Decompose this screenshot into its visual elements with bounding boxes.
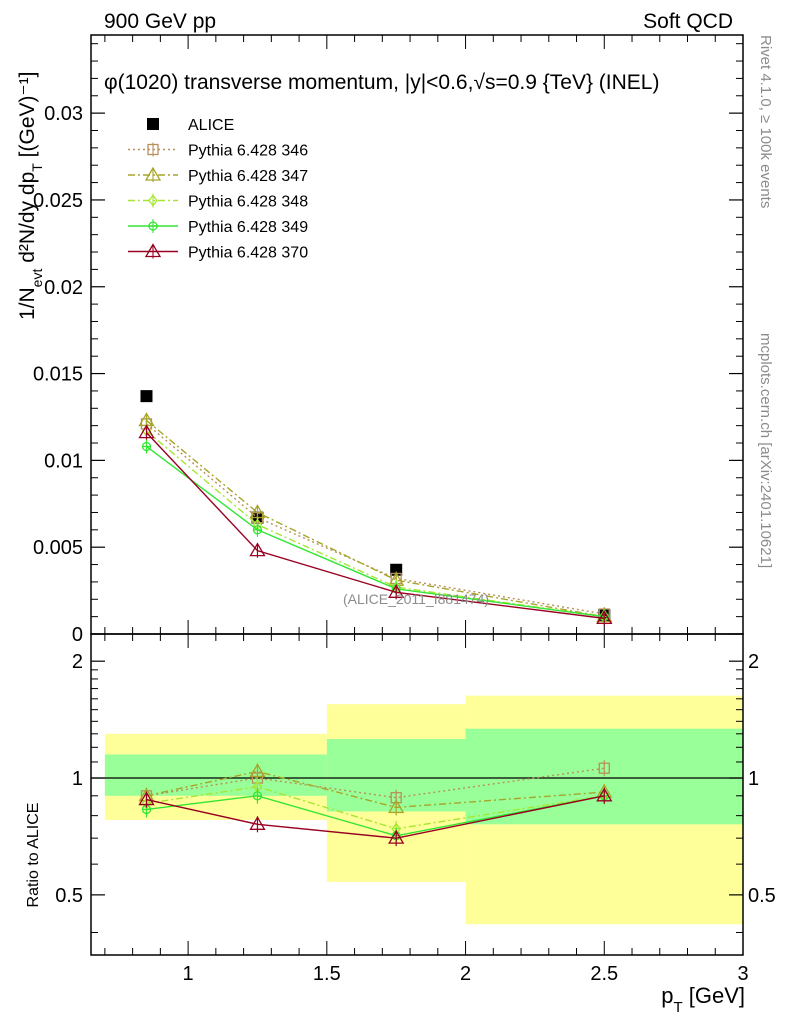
ratio-series-line-2 (146, 785, 605, 830)
legend-label-5: Pythia 6.428 370 (188, 245, 308, 262)
point-4-0 (141, 441, 152, 452)
title-phi: φ(1020) (104, 71, 178, 94)
ratio-point-0-3 (598, 762, 610, 774)
ratio-point-4-0 (138, 791, 155, 806)
y-tick-label-1: 0.005 (33, 537, 83, 559)
ratio-panel: 0.5 0.5 1 1 2 2 1 1.5 2 2.5 3 (55, 633, 776, 985)
y-tick-label-3: 0.015 (33, 364, 83, 386)
y-axis-label-ratio: Ratio to ALICE (25, 803, 42, 908)
ratio-point-4-3 (596, 787, 613, 802)
legend-entry-1: Pythia 6.428 346 (128, 142, 308, 160)
title-main: transverse momentum, |y|<0.6, (178, 71, 473, 94)
y-tick-label-5: 0.025 (33, 190, 83, 212)
series-line-5 (145, 432, 605, 620)
legend-entry-2: Pythia 6.428 347 (128, 166, 308, 185)
y-tick-label-6: 0.03 (44, 103, 83, 125)
ratio-series-line-4 (146, 795, 605, 839)
ratio-point-1-1 (249, 763, 266, 778)
ratio-y-tick-left-1: 1 (72, 768, 83, 790)
x-tick-label-3: 2.5 (590, 963, 618, 985)
ratio-frame (90, 633, 744, 956)
legend-label-4: Pythia 6.428 349 (188, 219, 308, 236)
series-5 (138, 424, 613, 626)
point-0-0 (140, 390, 153, 403)
ratio-series-4 (138, 787, 613, 847)
ratio-y-tick-right-1: 1 (748, 768, 759, 790)
legend-marker-3 (148, 194, 158, 207)
ratio-point-3-1 (252, 791, 263, 801)
ratio-y-tick-left-2: 2 (72, 651, 83, 673)
legend-label-0: ALICE (188, 117, 234, 134)
x-tick-label-0: 1 (183, 963, 194, 985)
legend-marker-5 (144, 243, 162, 258)
ratio-y-tick-right-0: 0.5 (748, 885, 776, 907)
legend-marker-1 (147, 143, 159, 156)
legend: ALICE Pythia 6.428 346 Pythia 6.428 347 Pyt… (128, 117, 308, 262)
legend-entry-0: ALICE (147, 117, 234, 134)
legend-marker-0 (147, 118, 159, 130)
series-line-2 (146, 419, 605, 618)
series-line-1 (146, 423, 605, 615)
main-panel: 0 0.005 0.01 0.015 0.02 0.025 0.03 (33, 34, 744, 646)
plot-title: φ(1020) transverse momentum, |y|<0.6,√s=… (104, 71, 659, 94)
ratio-y-tick-left-0: 0.5 (55, 885, 83, 907)
mcplots-label: mcplots.cern.ch [arXiv:2401.10621] (757, 333, 774, 568)
series-line-3 (146, 430, 605, 618)
ratio-point-4-1 (249, 816, 266, 830)
x-tick-label-4: 3 (737, 963, 748, 985)
point-5-0 (138, 424, 155, 439)
title-tail: =0.9 {TeV} (INEL) (495, 71, 659, 94)
band-inner-0 (104, 754, 327, 796)
x-tick-label-2: 2 (460, 963, 471, 985)
ratio-series-line-3 (146, 795, 605, 837)
legend-entry-3: Pythia 6.428 348 (128, 193, 308, 211)
point-5-3 (596, 610, 613, 625)
y-tick-label-2: 0.01 (44, 450, 83, 472)
ratio-point-4-2 (388, 829, 405, 844)
legend-marker-4 (148, 221, 158, 231)
x-axis-label: pT [GeV] (661, 983, 745, 1016)
ratio-y-tick-right-2: 2 (748, 651, 759, 673)
rivet-label: Rivet 4.1.0, ≥ 100k events (757, 35, 774, 208)
y-axis-label-main: 1/Nevt d²N/dy dpT [(GeV)⁻¹] (16, 72, 45, 320)
point-2-1 (249, 504, 266, 519)
legend-label-3: Pythia 6.428 348 (188, 194, 308, 211)
point-5-2 (388, 584, 405, 598)
header-right: Soft QCD (643, 10, 733, 33)
legend-label-1: Pythia 6.428 346 (188, 143, 308, 160)
title-sqrt: √s (473, 71, 495, 94)
ratio-point-1-2 (388, 799, 405, 814)
x-tick-label-1: 1.5 (313, 963, 341, 985)
ratio-series-line-0 (146, 767, 605, 799)
series-line-4 (146, 445, 605, 618)
analysis-watermark: (ALICE_2011_I881474) (343, 591, 489, 607)
legend-entry-5: Pythia 6.428 370 (128, 243, 308, 262)
header-left: 900 GeV pp (104, 10, 216, 33)
point-4-1 (252, 525, 263, 535)
y-tick-label-0: 0 (72, 624, 83, 646)
point-5-1 (249, 542, 266, 557)
ratio-series-line-1 (146, 770, 605, 809)
y-tick-label-4: 0.02 (44, 277, 83, 299)
legend-label-2: Pythia 6.428 347 (188, 168, 308, 185)
point-0-2 (390, 563, 403, 576)
legend-entry-4: Pythia 6.428 349 (128, 219, 308, 236)
legend-marker-2 (144, 166, 162, 181)
band-inner-2 (465, 728, 743, 825)
